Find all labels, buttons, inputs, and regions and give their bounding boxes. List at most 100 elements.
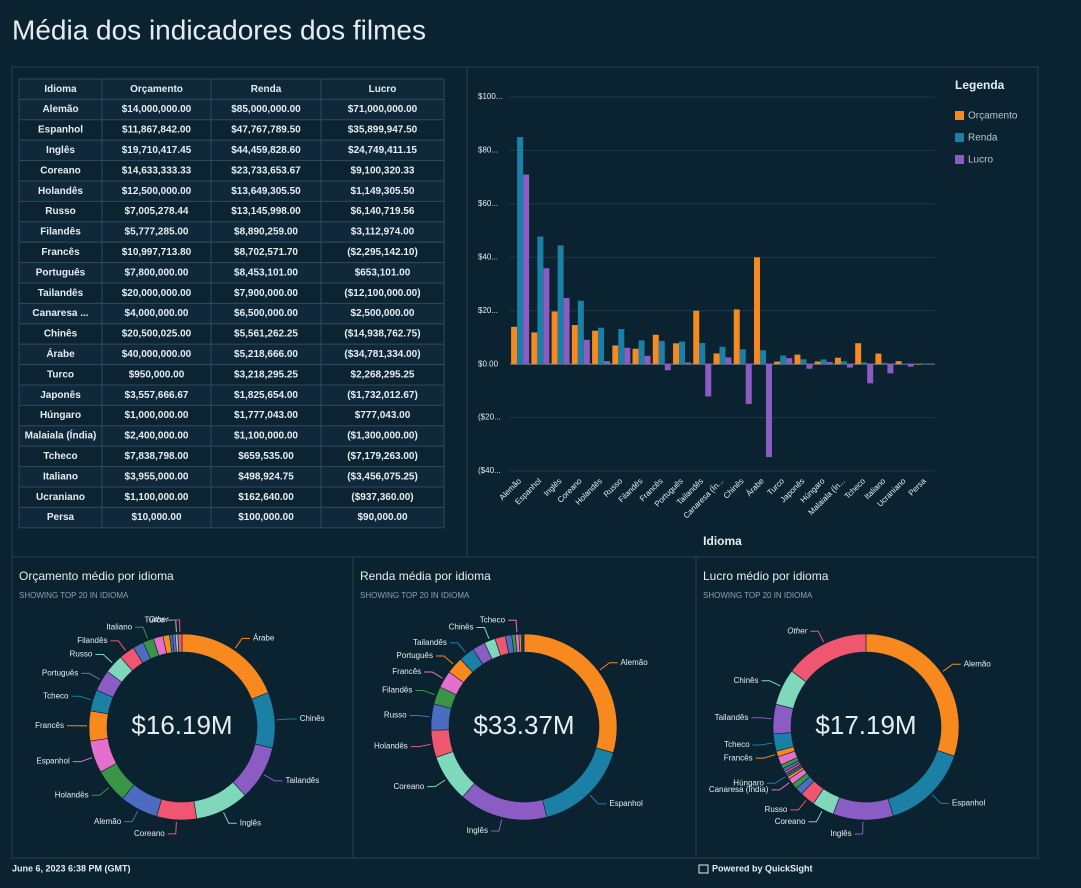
- leader-line: [81, 672, 101, 680]
- leader-line: [424, 671, 443, 679]
- bar: [563, 298, 570, 365]
- slice-label: Português: [42, 669, 78, 678]
- leader-line: [171, 619, 181, 633]
- table-cell: ($1,732,012.67): [347, 390, 418, 401]
- table-cell: $498,924.75: [238, 471, 294, 482]
- pie-center-value: $33.37M: [473, 710, 574, 740]
- slice-label: Espanhol: [36, 757, 70, 766]
- bar: [632, 348, 639, 365]
- table-cell: Tcheco: [43, 451, 77, 462]
- table-cell: Persa: [47, 512, 75, 523]
- slice-label: Other: [787, 626, 807, 635]
- bar: [846, 364, 853, 368]
- bar: [598, 327, 605, 365]
- table-cell: $7,900,000.00: [234, 288, 298, 299]
- leader-line: [761, 680, 781, 687]
- table-cell: $23,733,653.67: [231, 165, 301, 176]
- bar: [571, 325, 578, 365]
- table-cell: $40,000,000.00: [122, 349, 192, 360]
- x-axis-label: Idioma: [703, 534, 742, 548]
- bar: [624, 347, 631, 365]
- table-cell: $44,459,828.60: [231, 145, 301, 156]
- leader-line: [751, 717, 772, 720]
- table-header: Orçamento: [130, 84, 183, 95]
- table-cell: $24,749,411.15: [348, 145, 417, 156]
- table-cell: ($2,295,142.10): [347, 247, 418, 258]
- table-cell: ($1,300,000.00): [347, 431, 418, 442]
- table-cell: ($937,360.00): [351, 492, 413, 503]
- bar: [531, 332, 538, 365]
- pie-slice: [88, 710, 109, 742]
- table-cell: Canaresa ...: [32, 308, 88, 319]
- pie-title: Renda média por idioma: [360, 569, 491, 583]
- table-cell: $1,777,043.00: [234, 410, 298, 421]
- leader-line: [589, 794, 607, 805]
- leader-line: [766, 776, 786, 784]
- bar: [875, 353, 882, 365]
- table-cell: Inglês: [46, 145, 75, 156]
- leader-line: [771, 782, 790, 791]
- leader-line: [755, 754, 776, 759]
- slice-label: Chinês: [734, 676, 759, 685]
- bar: [511, 326, 518, 365]
- pie-slice: [156, 798, 198, 821]
- bar: [725, 357, 732, 365]
- bar: [693, 310, 700, 365]
- table-cell: $12,500,000.00: [122, 186, 192, 197]
- powered-by: Powered by QuickSight: [712, 863, 813, 873]
- table-header: Renda: [251, 84, 282, 95]
- bar: [592, 330, 599, 365]
- slice-label: Tcheco: [43, 691, 69, 700]
- leader-line: [490, 819, 503, 832]
- pie-center-value: $16.19M: [131, 710, 232, 740]
- table-cell: $14,633,333.33: [122, 165, 192, 176]
- table-cell: Italiano: [43, 471, 78, 482]
- bar: [557, 245, 564, 365]
- bar: [901, 363, 908, 365]
- legend-swatch: [955, 111, 964, 120]
- leader-line: [409, 715, 430, 718]
- table-cell: $2,500,000.00: [351, 308, 415, 319]
- bar: [915, 364, 922, 365]
- bar: [679, 341, 686, 365]
- table-cell: Russo: [45, 206, 76, 217]
- slice-label: Espanhol: [952, 799, 986, 808]
- table-cell: $35,899,947.50: [348, 125, 418, 136]
- bar: [604, 361, 611, 365]
- slice-label: Tcheco: [480, 615, 506, 624]
- pie-slice: [177, 633, 183, 653]
- bar: [537, 236, 544, 365]
- table-cell: $19,710,417.45: [122, 145, 192, 156]
- leader-line: [476, 627, 490, 639]
- bar: [753, 257, 760, 365]
- pie-center-value: $17.19M: [815, 710, 916, 740]
- leader-line: [790, 800, 807, 811]
- bar: [867, 364, 874, 384]
- table-cell: $653,101.00: [355, 267, 411, 278]
- table-cell: $9,100,320.33: [351, 165, 415, 176]
- table-cell: $6,140,719.56: [351, 206, 415, 217]
- y-tick-label: ($40...: [478, 466, 501, 475]
- leader-line: [223, 812, 237, 824]
- pie-subtitle: SHOWING TOP 20 IN IDIOMA: [19, 591, 129, 600]
- bar: [806, 364, 813, 369]
- pie-subtitle: SHOWING TOP 20 IN IDIOMA: [703, 591, 813, 600]
- slice-label: Tailandês: [715, 713, 749, 722]
- slice-label: Inglês: [467, 826, 488, 835]
- y-tick-label: $20...: [478, 306, 498, 315]
- bar: [739, 349, 746, 365]
- table-cell: Húngaro: [40, 410, 81, 421]
- table-cell: $5,218,666.00: [234, 349, 298, 360]
- bar: [719, 346, 726, 365]
- bar: [733, 309, 740, 365]
- bar: [685, 362, 692, 365]
- legend-swatch: [955, 133, 964, 142]
- footer-date: June 6, 2023 6:38 PM (GMT): [12, 863, 131, 873]
- bar: [786, 358, 793, 365]
- leader-line: [854, 821, 864, 835]
- bar: [543, 268, 550, 365]
- bar: [612, 345, 619, 365]
- table-cell: $777,043.00: [355, 410, 411, 421]
- leader-line: [110, 640, 126, 651]
- slice-label: Coreano: [394, 782, 425, 791]
